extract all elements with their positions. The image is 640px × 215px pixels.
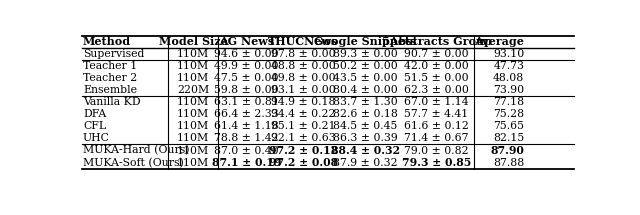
- Text: 49.9 ± 0.00: 49.9 ± 0.00: [214, 61, 278, 71]
- Text: 48.8 ± 0.00: 48.8 ± 0.00: [271, 61, 336, 71]
- Text: 83.7 ± 1.30: 83.7 ± 1.30: [333, 97, 398, 107]
- Text: CFL: CFL: [83, 121, 106, 131]
- Text: 82.15: 82.15: [493, 134, 524, 143]
- Text: 51.5 ± 0.00: 51.5 ± 0.00: [404, 73, 469, 83]
- Text: 110M: 110M: [177, 134, 209, 143]
- Text: Teacher 1: Teacher 1: [83, 61, 137, 71]
- Text: 75.28: 75.28: [493, 109, 524, 119]
- Text: 95.1 ± 0.21: 95.1 ± 0.21: [271, 121, 336, 131]
- Text: 97.2 ± 0.08: 97.2 ± 0.08: [269, 157, 338, 168]
- Text: Ensemble: Ensemble: [83, 85, 137, 95]
- Text: Teacher 2: Teacher 2: [83, 73, 137, 83]
- Text: 79.0 ± 0.82: 79.0 ± 0.82: [404, 146, 469, 155]
- Text: 78.8 ± 1.42: 78.8 ± 1.42: [214, 134, 279, 143]
- Text: 87.90: 87.90: [490, 145, 524, 156]
- Text: 79.3 ± 0.85: 79.3 ± 0.85: [402, 157, 471, 168]
- Text: 110M: 110M: [177, 121, 209, 131]
- Text: 49.8 ± 0.00: 49.8 ± 0.00: [271, 73, 336, 83]
- Text: 110M: 110M: [177, 61, 209, 71]
- Text: 43.5 ± 0.00: 43.5 ± 0.00: [333, 73, 398, 83]
- Text: 92.1 ± 0.63: 92.1 ± 0.63: [271, 134, 336, 143]
- Text: Vanilla KD: Vanilla KD: [83, 97, 141, 107]
- Text: 5Abstracts Group: 5Abstracts Group: [381, 36, 492, 47]
- Text: 59.8 ± 0.00: 59.8 ± 0.00: [214, 85, 279, 95]
- Text: 47.73: 47.73: [493, 61, 524, 71]
- Text: 66.4 ± 2.33: 66.4 ± 2.33: [214, 109, 279, 119]
- Text: 87.0 ± 0.40: 87.0 ± 0.40: [214, 146, 279, 155]
- Text: 47.5 ± 0.00: 47.5 ± 0.00: [214, 73, 278, 83]
- Text: 73.90: 73.90: [493, 85, 524, 95]
- Text: 90.7 ± 0.00: 90.7 ± 0.00: [404, 49, 469, 59]
- Text: 110M: 110M: [177, 73, 209, 83]
- Text: 82.6 ± 0.18: 82.6 ± 0.18: [333, 109, 398, 119]
- Text: Model Size: Model Size: [159, 36, 227, 47]
- Text: 110M: 110M: [177, 97, 209, 107]
- Text: MUKA-Soft (Ours): MUKA-Soft (Ours): [83, 157, 184, 168]
- Text: 110M: 110M: [177, 158, 209, 168]
- Text: 93.10: 93.10: [493, 49, 524, 59]
- Text: 42.0 ± 0.00: 42.0 ± 0.00: [404, 61, 469, 71]
- Text: 61.4 ± 1.18: 61.4 ± 1.18: [214, 121, 279, 131]
- Text: 80.4 ± 0.00: 80.4 ± 0.00: [333, 85, 398, 95]
- Text: 75.65: 75.65: [493, 121, 524, 131]
- Text: 87.1 ± 0.19: 87.1 ± 0.19: [212, 157, 281, 168]
- Text: 89.3 ± 0.00: 89.3 ± 0.00: [333, 49, 398, 59]
- Text: Average: Average: [474, 36, 524, 47]
- Text: 57.7 ± 4.41: 57.7 ± 4.41: [404, 109, 468, 119]
- Text: Supervised: Supervised: [83, 49, 145, 59]
- Text: 48.08: 48.08: [493, 73, 524, 83]
- Text: 94.4 ± 0.22: 94.4 ± 0.22: [271, 109, 336, 119]
- Text: 84.5 ± 0.45: 84.5 ± 0.45: [333, 121, 397, 131]
- Text: 110M: 110M: [177, 109, 209, 119]
- Text: 63.1 ± 0.81: 63.1 ± 0.81: [214, 97, 279, 107]
- Text: THUCNews: THUCNews: [268, 36, 339, 47]
- Text: 97.8 ± 0.00: 97.8 ± 0.00: [271, 49, 336, 59]
- Text: 110M: 110M: [177, 49, 209, 59]
- Text: 110M: 110M: [177, 146, 209, 155]
- Text: 94.9 ± 0.18: 94.9 ± 0.18: [271, 97, 336, 107]
- Text: MUKA-Hard (Ours): MUKA-Hard (Ours): [83, 145, 189, 156]
- Text: 87.88: 87.88: [493, 158, 524, 168]
- Text: 50.2 ± 0.00: 50.2 ± 0.00: [333, 61, 398, 71]
- Text: 97.2 ± 0.12: 97.2 ± 0.12: [269, 145, 338, 156]
- Text: 67.0 ± 1.14: 67.0 ± 1.14: [404, 97, 469, 107]
- Text: 87.9 ± 0.32: 87.9 ± 0.32: [333, 158, 398, 168]
- Text: 88.4 ± 0.32: 88.4 ± 0.32: [331, 145, 400, 156]
- Text: UHC: UHC: [83, 134, 110, 143]
- Text: 61.6 ± 0.12: 61.6 ± 0.12: [404, 121, 469, 131]
- Text: Method: Method: [83, 36, 131, 47]
- Text: Google Snippets: Google Snippets: [314, 36, 417, 47]
- Text: 62.3 ± 0.00: 62.3 ± 0.00: [404, 85, 469, 95]
- Text: 77.18: 77.18: [493, 97, 524, 107]
- Text: DFA: DFA: [83, 109, 106, 119]
- Text: 94.6 ± 0.00: 94.6 ± 0.00: [214, 49, 279, 59]
- Text: AG News: AG News: [219, 36, 274, 47]
- Text: 86.3 ± 0.39: 86.3 ± 0.39: [333, 134, 398, 143]
- Text: 93.1 ± 0.00: 93.1 ± 0.00: [271, 85, 336, 95]
- Text: 220M: 220M: [177, 85, 209, 95]
- Text: 71.4 ± 0.67: 71.4 ± 0.67: [404, 134, 469, 143]
